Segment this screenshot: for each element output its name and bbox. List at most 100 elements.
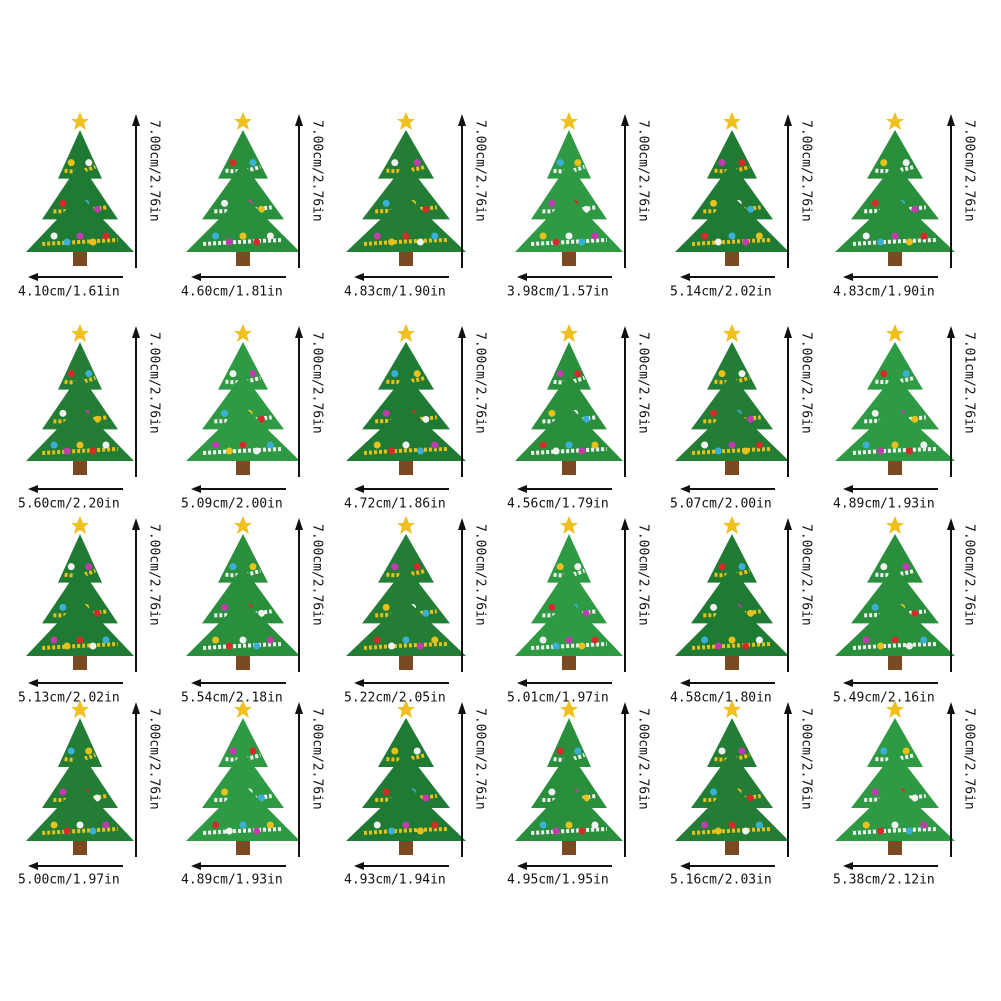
star — [71, 516, 89, 534]
tinsel — [386, 375, 427, 385]
ornament — [253, 238, 261, 246]
width-label: 5.38cm/2.12in — [833, 873, 935, 888]
ornament — [50, 636, 58, 644]
height-label: 7.00cm/2.76in — [799, 524, 814, 626]
ornament — [85, 563, 93, 571]
ornament — [416, 827, 424, 835]
ornament — [755, 232, 763, 240]
tree-cell: 4.83cm/1.90in 7.00cm/2.76in — [833, 112, 977, 300]
tree-tier — [867, 534, 923, 583]
ornament — [552, 827, 560, 835]
arrowhead — [843, 679, 853, 687]
ornament — [582, 415, 590, 423]
tree-cell: 5.49cm/2.16in 7.00cm/2.76in — [833, 516, 977, 706]
width-label: 3.98cm/1.57in — [507, 285, 609, 300]
arrowhead — [132, 702, 140, 714]
tinsel — [202, 827, 283, 835]
ornament — [565, 636, 573, 644]
tinsel — [202, 447, 283, 455]
ornament — [582, 609, 590, 617]
height-label: 7.00cm/2.76in — [636, 524, 651, 626]
arrowhead — [784, 114, 792, 126]
ornament — [402, 441, 410, 449]
ornament — [556, 370, 564, 378]
tree-cell: 4.58cm/1.80in 7.00cm/2.76in — [670, 516, 814, 706]
tree-cell: 5.09cm/2.00in 7.00cm/2.76in — [181, 324, 325, 512]
trunk — [399, 656, 413, 670]
tree-cell: 4.89cm/1.93in 7.01cm/2.76in — [833, 324, 977, 512]
ornament — [742, 827, 750, 835]
ornament — [388, 827, 396, 835]
ornament — [102, 636, 110, 644]
arrowhead — [28, 273, 38, 281]
tinsel — [531, 447, 607, 455]
ornament — [102, 821, 110, 829]
ornament — [877, 642, 885, 650]
ornament — [76, 821, 84, 829]
ornament — [574, 159, 582, 167]
ornament — [891, 636, 899, 644]
ornament — [93, 609, 101, 617]
ornament — [253, 642, 261, 650]
tinsel — [214, 609, 272, 618]
arrowhead — [784, 702, 792, 714]
ornament — [212, 232, 220, 240]
ornament — [266, 821, 274, 829]
height-label: 7.00cm/2.76in — [473, 120, 488, 222]
ornament — [249, 747, 257, 755]
height-label: 7.00cm/2.76in — [962, 708, 977, 810]
tinsel — [363, 447, 449, 455]
arrowhead — [517, 273, 527, 281]
ornament — [920, 441, 928, 449]
height-label: 7.00cm/2.76in — [473, 708, 488, 810]
tinsel — [214, 794, 272, 802]
width-label: 5.07cm/2.00in — [670, 497, 772, 512]
ornament — [85, 370, 93, 378]
height-label: 7.00cm/2.76in — [310, 332, 325, 434]
arrowhead — [680, 679, 690, 687]
ornament — [911, 415, 919, 423]
tree-cell: 4.10cm/1.61in 7.00cm/2.76in — [18, 112, 162, 300]
tinsel — [202, 642, 283, 650]
tree-tier — [867, 130, 923, 179]
arrowhead — [680, 273, 690, 281]
tinsel — [852, 827, 938, 835]
ornament — [102, 441, 110, 449]
ornament — [578, 827, 586, 835]
tinsel — [531, 238, 607, 246]
ornament — [76, 232, 84, 240]
ornament — [63, 642, 71, 650]
ornament — [382, 788, 390, 796]
ornament — [871, 409, 879, 417]
width-label: 5.54cm/2.18in — [181, 691, 283, 706]
tree-cell: 3.98cm/1.57in 7.00cm/2.76in — [507, 112, 651, 300]
ornament — [701, 821, 709, 829]
tinsel — [703, 609, 761, 618]
ornament — [552, 642, 560, 650]
height-label: 7.00cm/2.76in — [962, 524, 977, 626]
ornament — [67, 370, 75, 378]
ornament — [728, 232, 736, 240]
ornament — [422, 415, 430, 423]
ornament — [574, 563, 582, 571]
arrowhead — [621, 114, 629, 126]
ornament — [902, 159, 910, 167]
arrowhead — [680, 485, 690, 493]
ornament — [862, 232, 870, 240]
arrowhead — [458, 326, 466, 338]
ornament — [266, 441, 274, 449]
ornament — [89, 447, 97, 455]
star — [886, 700, 904, 718]
tinsel — [531, 642, 607, 650]
ornament — [871, 603, 879, 611]
arrowhead — [458, 518, 466, 530]
ornament — [746, 415, 754, 423]
ornament — [905, 238, 913, 246]
ornament — [591, 441, 599, 449]
ornament — [221, 603, 229, 611]
width-label: 4.10cm/1.61in — [18, 285, 120, 300]
ornament — [738, 159, 746, 167]
ornament — [221, 199, 229, 207]
star — [886, 324, 904, 342]
